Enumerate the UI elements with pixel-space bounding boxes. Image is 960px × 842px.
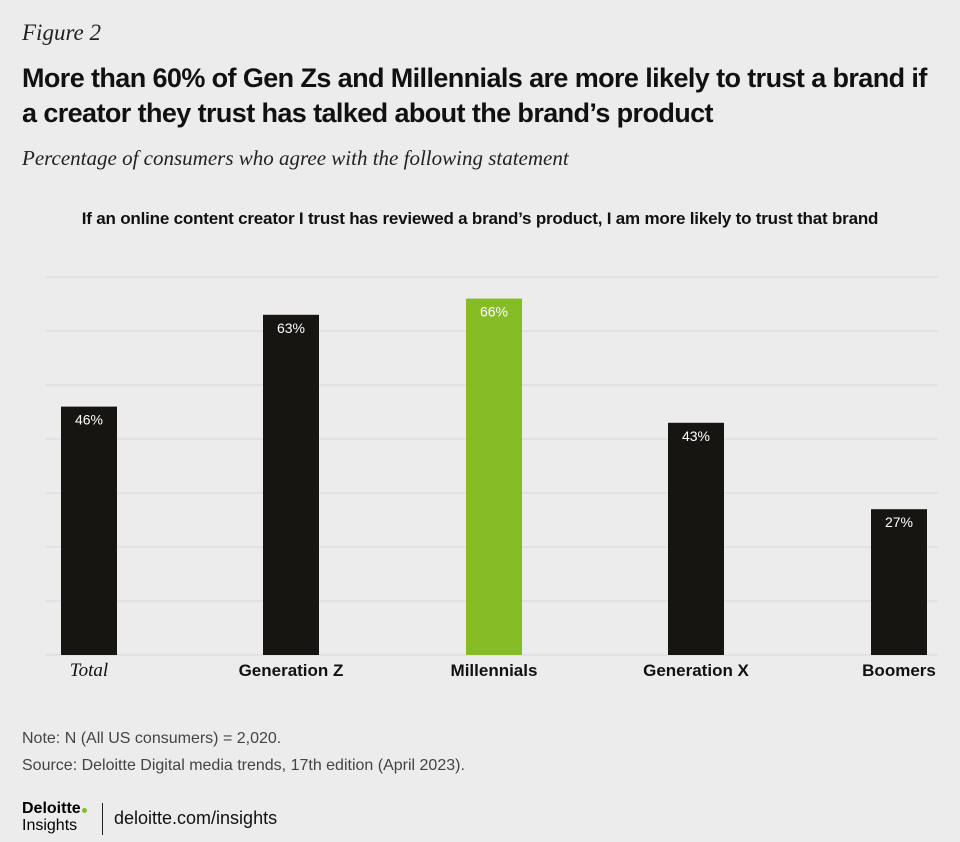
category-label-boomers: Boomers (862, 661, 936, 680)
deloitte-insights-logo: Deloitte Insights (22, 800, 87, 834)
bar-boomers (871, 509, 927, 655)
chart-title: If an online content creator I trust has… (81, 209, 879, 228)
note-text: Note: N (All US consumers) = 2,020. (22, 730, 282, 747)
bar-generation-z (263, 314, 319, 655)
headline: More than 60% of Gen Zs and Millennials … (22, 63, 927, 128)
figure-label: Figure 2 (22, 20, 101, 45)
site-link[interactable]: deloitte.com/insights (114, 808, 278, 828)
source-text: Source: Deloitte Digital media trends, 1… (22, 757, 465, 774)
value-labels: 46% 63% 66% 43% 27% (75, 304, 913, 531)
value-label-millennials: 66% (480, 304, 508, 320)
value-label-total: 46% (75, 412, 103, 428)
bar-total (61, 406, 117, 655)
category-labels: Total Generation Z Millennials Generation X… (70, 660, 936, 681)
subtitle: Percentage of consumers who agree with t… (22, 146, 569, 170)
bar-millennials (466, 298, 522, 655)
category-label-generation-x: Generation X (643, 661, 749, 680)
logo-divider (102, 803, 103, 835)
value-label-generation-z: 63% (277, 320, 305, 336)
logo-sub: Insights (22, 817, 78, 834)
value-label-generation-x: 43% (682, 428, 710, 444)
category-label-millennials: Millennials (451, 661, 538, 680)
category-label-total: Total (70, 660, 108, 681)
logo-word: Deloitte (22, 800, 81, 817)
value-label-boomers: 27% (885, 514, 913, 530)
logo-dot-icon (81, 808, 87, 813)
bars (61, 298, 927, 655)
category-label-generation-z: Generation Z (239, 661, 344, 680)
bar-generation-x (668, 422, 724, 655)
